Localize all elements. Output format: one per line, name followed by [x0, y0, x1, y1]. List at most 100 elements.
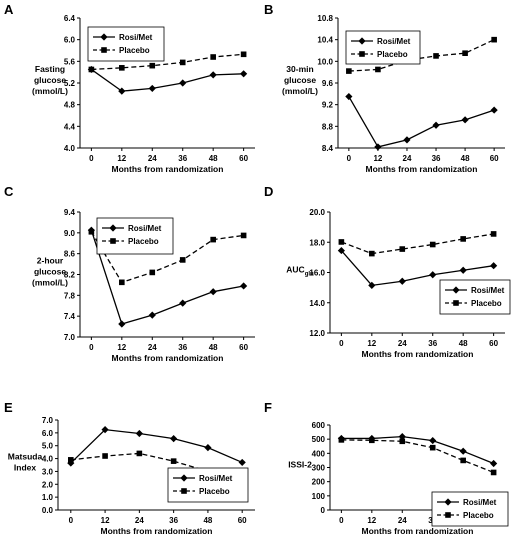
x-tick-label: 12 — [101, 516, 110, 525]
data-point-rosimet — [101, 426, 109, 434]
chart-panel-d: D 12.0 14.0 16.0 18.0 20.0 0 12 24 36 48 60 Months f… — [264, 184, 511, 359]
y-tick-label: 5.0 — [42, 442, 54, 451]
x-tick-label: 36 — [428, 339, 437, 348]
data-point-rosimet — [337, 246, 345, 255]
series-line-placebo — [90, 231, 244, 284]
legend-box — [431, 491, 509, 527]
x-tick-label: 60 — [490, 154, 499, 163]
series-line-rosimet — [90, 68, 244, 92]
series-line-placebo — [348, 39, 495, 72]
y-axis-title: Matsuda — [8, 452, 43, 462]
x-tick-label: 36 — [178, 343, 187, 352]
data-point-rosimet — [204, 444, 212, 452]
x-tick-label: 12 — [117, 154, 126, 163]
series-line-placebo — [341, 233, 494, 255]
panel-letter: F — [264, 400, 272, 415]
data-point-placebo — [149, 269, 156, 276]
legend-swatch-marker — [445, 512, 451, 518]
series-line-placebo — [91, 53, 244, 71]
x-tick-label: 0 — [89, 343, 94, 352]
y-tick-label: 5.6 — [64, 57, 76, 66]
data-point-rosimet — [490, 262, 498, 270]
data-point-placebo — [429, 241, 436, 248]
y-axis-title: 2-hour — [37, 256, 64, 266]
x-tick-label: 24 — [135, 516, 144, 525]
data-point-placebo — [240, 232, 247, 239]
y-tick-label: 10.8 — [317, 14, 333, 23]
data-point-placebo — [375, 66, 381, 73]
data-point-rosimet — [240, 282, 248, 290]
y-axis-title-text: glucose — [34, 75, 66, 85]
data-point-rosimet — [398, 277, 406, 285]
data-point-rosimet — [135, 429, 143, 438]
legend: Rosi/Met Placebo — [439, 279, 511, 315]
series-line-rosimet — [348, 96, 495, 148]
y-tick-label: 6.0 — [64, 36, 76, 45]
chart-panel-f: F010020030040050060001224364860Months fr… — [264, 400, 509, 536]
data-point-placebo — [149, 62, 156, 69]
series-line-rosimet — [341, 435, 494, 465]
series-line-rosimet — [340, 250, 494, 287]
data-point-rosimet — [118, 320, 126, 328]
data-point-placebo — [369, 250, 375, 257]
data-point-rosimet — [398, 433, 406, 441]
y-tick-label: 500 — [312, 435, 326, 444]
legend-swatch-marker — [444, 498, 452, 506]
y-axis-title: ISSI-2 — [288, 460, 312, 470]
x-tick-label: 12 — [367, 339, 376, 348]
data-point-rosimet — [67, 459, 75, 467]
y-tick-label: 0.0 — [42, 506, 54, 515]
y-tick-label: 7.4 — [64, 312, 76, 321]
data-point-rosimet — [118, 87, 126, 95]
y-tick-label: 3.0 — [42, 467, 54, 476]
y-tick-label: 16.0 — [309, 269, 325, 278]
legend-label: Placebo — [199, 487, 230, 496]
x-tick-label: 48 — [203, 516, 212, 525]
y-tick-label: 7.0 — [64, 333, 76, 342]
y-tick-label: 4.4 — [64, 122, 76, 131]
y-axis-title: (mmol/L) — [32, 86, 68, 96]
y-axis-title: Fasting — [35, 64, 65, 74]
data-point-placebo — [338, 437, 345, 443]
data-point-placebo — [399, 438, 406, 445]
legend-label: Rosi/Met — [128, 224, 162, 233]
data-point-placebo — [369, 437, 375, 444]
legend: Rosi/Met Placebo — [87, 26, 165, 62]
data-point-placebo — [68, 457, 74, 463]
data-point-rosimet — [490, 459, 498, 468]
data-point-placebo — [346, 68, 352, 74]
x-tick-label: 60 — [238, 516, 247, 525]
data-point-placebo — [210, 54, 216, 60]
y-tick-label: 100 — [312, 492, 326, 501]
y-tick-label: 8.2 — [64, 271, 76, 280]
y-tick-label: 200 — [312, 478, 326, 487]
y-axis-title: (mmol/L) — [32, 278, 68, 288]
y-tick-label: 1.0 — [42, 493, 54, 502]
chart-panel-e: E 0.0 1.0 2.0 3.0 4.0 5.0 6.0 7.0 0 12 24 36 48 60 Mont… — [4, 400, 255, 536]
x-tick-label: 0 — [89, 154, 94, 163]
y-tick-label: 600 — [312, 421, 326, 430]
x-axis-title: Months from randomization — [101, 526, 213, 536]
y-axis-title-text: Matsuda — [8, 452, 43, 462]
panel-letter: B — [264, 2, 273, 17]
data-point-placebo — [429, 444, 436, 451]
data-point-rosimet — [459, 447, 467, 455]
panel-letter: E — [4, 400, 13, 415]
panel-letter: A — [4, 2, 14, 17]
x-tick-label: 0 — [69, 516, 74, 525]
y-tick-label: 18.0 — [309, 238, 325, 247]
y-axis-title-subscript: glu — [305, 272, 314, 278]
data-point-rosimet — [403, 136, 411, 144]
chart-panel-b: B 8.4 8.8 9.2 9.6 10.0 10.4 10.8 0 12 24 36 48 60 Mont… — [264, 2, 505, 174]
y-axis-title-text: (mmol/L) — [32, 278, 68, 288]
data-point-placebo — [88, 66, 95, 73]
y-axis-title: Index — [14, 463, 36, 473]
legend-swatch-marker — [358, 37, 366, 45]
panel-letter: D — [264, 184, 273, 199]
x-tick-label: 60 — [489, 339, 498, 348]
legend-box — [345, 30, 421, 65]
x-tick-label: 12 — [373, 154, 382, 163]
data-point-placebo — [338, 239, 345, 245]
y-axis-title-text: Index — [14, 463, 36, 473]
data-point-rosimet — [238, 458, 246, 467]
